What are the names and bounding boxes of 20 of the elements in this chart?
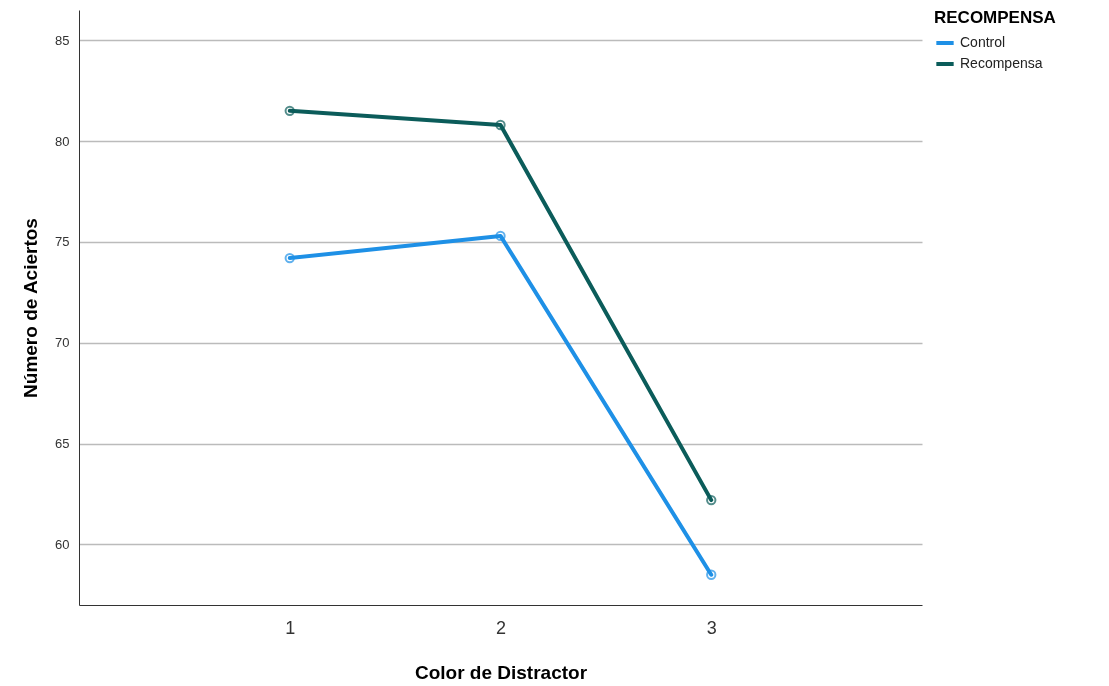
y-tick-label: 85 <box>55 32 70 48</box>
y-tick-label: 80 <box>55 133 70 149</box>
legend-label: Recompensa <box>960 55 1043 71</box>
y-axis-title: Número de Aciertos <box>20 218 42 398</box>
y-tick-label: 65 <box>55 436 70 452</box>
y-tick-label: 75 <box>55 234 70 250</box>
point <box>495 119 506 131</box>
y-tick-label: 60 <box>55 536 70 552</box>
x-tick-label: 2 <box>495 617 507 638</box>
point <box>495 230 506 242</box>
point <box>284 252 295 264</box>
x-axis-title: Color de Distractor <box>414 661 588 683</box>
x-tick-label: 1 <box>285 617 296 638</box>
point <box>706 569 717 580</box>
legend-label: Control <box>960 34 1006 50</box>
y-tick-label: 70 <box>55 335 70 351</box>
point <box>284 105 295 117</box>
point <box>706 494 717 506</box>
x-tick-label: 3 <box>706 617 717 638</box>
legend-title: RECOMPENSA <box>934 8 1056 27</box>
